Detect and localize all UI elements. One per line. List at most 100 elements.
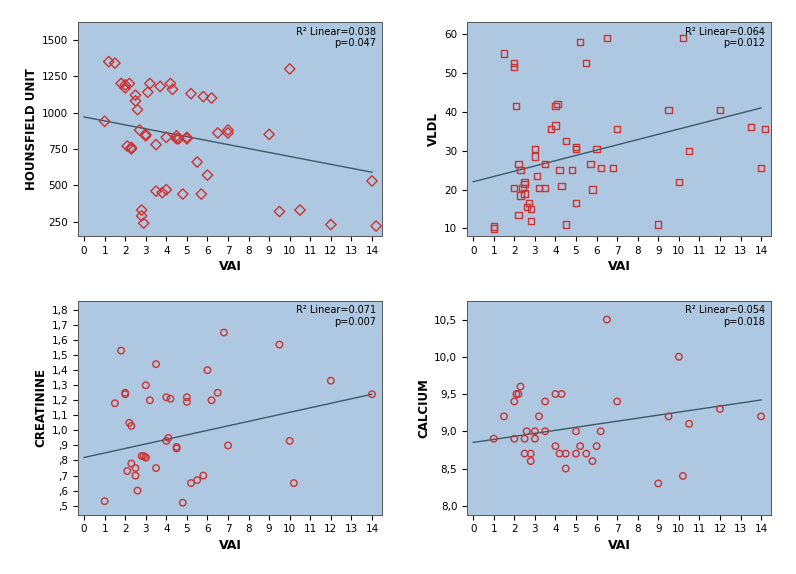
Point xyxy=(125,421,138,430)
Point xyxy=(129,471,142,480)
Point xyxy=(154,82,166,91)
Point xyxy=(263,130,275,139)
Point xyxy=(518,434,531,443)
Point xyxy=(590,441,603,451)
Point xyxy=(197,92,209,101)
Point xyxy=(170,443,183,452)
Point xyxy=(549,121,562,130)
Point xyxy=(545,125,558,134)
Point xyxy=(673,177,685,187)
Point xyxy=(139,453,152,462)
Point xyxy=(365,176,378,185)
Point xyxy=(553,449,566,458)
X-axis label: VAI: VAI xyxy=(219,538,241,552)
Point xyxy=(556,181,568,190)
Point xyxy=(539,397,552,406)
Point xyxy=(677,471,689,480)
Point xyxy=(590,144,603,153)
Point xyxy=(325,220,338,229)
Point xyxy=(143,395,156,405)
Point xyxy=(201,366,214,375)
Point xyxy=(560,137,572,146)
Point xyxy=(514,382,527,391)
Point xyxy=(150,140,162,149)
Point xyxy=(170,134,183,144)
Point xyxy=(518,177,531,187)
Point xyxy=(129,463,142,472)
Point xyxy=(539,160,552,169)
Point xyxy=(162,433,175,443)
Point xyxy=(508,434,521,443)
Point xyxy=(108,399,121,408)
Point xyxy=(185,479,197,488)
Point xyxy=(160,133,173,142)
Point xyxy=(570,144,583,153)
Point xyxy=(133,126,146,135)
Point xyxy=(508,59,521,68)
Point xyxy=(150,359,162,369)
Point xyxy=(181,393,193,402)
Point xyxy=(221,441,234,450)
Point xyxy=(139,131,152,141)
Point xyxy=(205,395,218,405)
Point xyxy=(570,199,583,208)
Point xyxy=(574,441,587,451)
Point xyxy=(181,134,193,144)
Y-axis label: CREATININE: CREATININE xyxy=(34,369,48,447)
Point xyxy=(125,143,138,152)
Point xyxy=(129,96,142,106)
Point xyxy=(584,160,597,169)
Text: R² Linear=0.064
p=0.012: R² Linear=0.064 p=0.012 xyxy=(685,26,765,48)
Point xyxy=(522,199,535,208)
Point xyxy=(119,83,131,92)
Point xyxy=(150,187,162,196)
Y-axis label: HOUNSFIELD UNIT: HOUNSFIELD UNIT xyxy=(25,68,37,190)
Point xyxy=(570,449,583,458)
Point xyxy=(498,49,510,58)
Point xyxy=(138,219,150,228)
Point xyxy=(325,376,338,385)
Point xyxy=(166,85,179,94)
Point xyxy=(512,389,525,398)
Point xyxy=(521,203,533,212)
Point xyxy=(212,388,224,397)
Point xyxy=(683,146,696,156)
Point xyxy=(164,394,177,404)
Point xyxy=(744,123,757,132)
Point xyxy=(172,134,185,144)
Point xyxy=(518,189,531,198)
Point xyxy=(600,315,613,324)
Point xyxy=(160,185,173,194)
Point xyxy=(181,133,193,142)
Point xyxy=(586,185,599,194)
Point xyxy=(181,397,193,406)
Point xyxy=(525,204,537,214)
Text: R² Linear=0.038
p=0.047: R² Linear=0.038 p=0.047 xyxy=(296,26,377,48)
Point xyxy=(518,179,531,188)
Point xyxy=(487,224,500,233)
Point xyxy=(195,189,208,199)
Point xyxy=(217,328,230,337)
Point xyxy=(539,426,552,436)
Point xyxy=(586,456,599,466)
Point xyxy=(170,131,183,141)
Point xyxy=(549,102,562,111)
Point xyxy=(525,456,537,466)
Point xyxy=(177,498,189,507)
Point xyxy=(294,205,306,215)
Point xyxy=(652,220,665,229)
Point xyxy=(759,125,771,134)
Point xyxy=(98,497,111,506)
X-axis label: VAI: VAI xyxy=(219,260,241,273)
Point xyxy=(115,346,127,355)
Point xyxy=(539,183,552,192)
Point xyxy=(611,397,623,406)
Point xyxy=(652,479,665,488)
Point xyxy=(560,449,572,458)
Point xyxy=(510,389,523,398)
Point xyxy=(135,211,148,220)
Point xyxy=(525,449,537,458)
Point xyxy=(221,126,234,135)
Point xyxy=(287,479,300,488)
Point xyxy=(755,412,767,421)
